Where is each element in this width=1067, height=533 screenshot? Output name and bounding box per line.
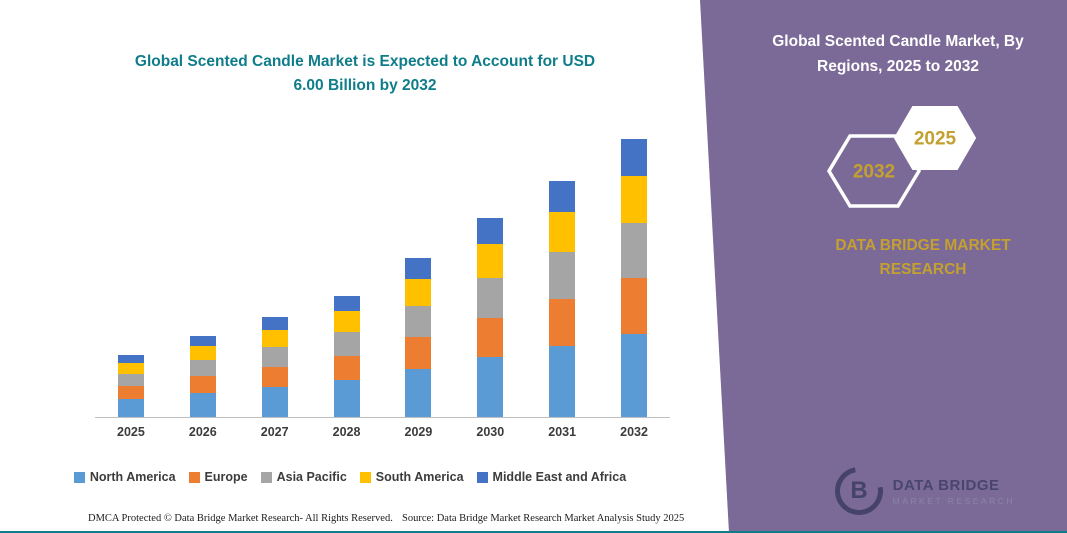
legend-label: Europe (204, 470, 248, 484)
bar-2032 (621, 139, 648, 417)
bar-segment-europe (477, 317, 504, 358)
legend-label: Asia Pacific (276, 470, 347, 484)
panel-title: Global Scented Candle Market, By Regions… (772, 33, 1024, 75)
bar-2026 (189, 335, 216, 417)
legend-swatch-icon (476, 471, 488, 483)
bar-segment-asia-pacific (549, 251, 576, 300)
chart-legend: North America Europe Asia Pacific South Ame… (0, 470, 700, 484)
bar-slot-2032 (598, 130, 670, 417)
bar-segment-europe (549, 299, 576, 347)
bar-2027 (261, 317, 288, 417)
bar-2028 (333, 295, 360, 417)
bar-segment-south-america (477, 243, 504, 278)
legend-item: Asia Pacific (260, 470, 347, 484)
bar-segment-asia-pacific (477, 277, 504, 318)
bar-slot-2030 (454, 130, 526, 417)
bar-segment-asia-pacific (621, 222, 648, 279)
bar-2025 (117, 355, 144, 417)
bottom-accent-rule (0, 530, 1067, 533)
bar-segment-north-america (189, 392, 216, 417)
logo-subtitle: MARKET RESEARCH (892, 495, 1015, 506)
legend-item: Middle East and Africa (476, 470, 627, 484)
bar-segment-middle-east-and-africa (621, 139, 648, 176)
bar-segment-north-america (477, 357, 504, 417)
bar-segment-asia-pacific (189, 360, 216, 377)
chart-title: Global Scented Candle Market is Expected… (134, 53, 596, 95)
copyright-text: DMCA Protected © Data Bridge Market Rese… (88, 513, 393, 524)
legend-swatch-icon (73, 471, 85, 483)
bar-slot-2025 (95, 130, 167, 417)
bar-segment-europe (261, 367, 288, 387)
hexagon-2032-label: 2032 (853, 162, 895, 183)
legend-item: South America (359, 470, 464, 484)
x-tick-2030: 2030 (476, 425, 505, 439)
logo-name: DATA BRIDGE (892, 476, 1000, 494)
bar-segment-middle-east-and-africa (117, 355, 144, 363)
bar-segment-asia-pacific (333, 332, 360, 357)
logo-ring-icon: B (825, 457, 893, 525)
bar-segment-south-america (333, 311, 360, 333)
bar-segment-middle-east-and-africa (549, 180, 576, 212)
legend-swatch-icon (359, 471, 371, 483)
bar-slot-2026 (167, 130, 239, 417)
legend-label: North America (89, 470, 176, 484)
bar-2031 (549, 180, 576, 417)
x-tick-2029: 2029 (404, 425, 433, 439)
bar-segment-asia-pacific (261, 347, 288, 368)
bar-segment-middle-east-and-africa (477, 218, 504, 244)
bar-segment-middle-east-and-africa (261, 317, 288, 331)
x-tick-2027: 2027 (260, 425, 289, 439)
legend-label: South America (375, 470, 464, 484)
bar-segment-europe (117, 386, 144, 399)
legend-item: North America (73, 470, 176, 484)
bar-segment-north-america (117, 398, 144, 417)
bar-segment-asia-pacific (405, 305, 432, 338)
bar-segment-south-america (117, 362, 144, 374)
x-tick-2031: 2031 (548, 425, 577, 439)
bar-segment-north-america (405, 369, 432, 417)
x-tick-2026: 2026 (188, 425, 217, 439)
logo-b-letter: B (849, 477, 868, 504)
bar-segment-south-america (621, 175, 648, 223)
bar-slot-2027 (239, 130, 311, 417)
hexagon-2025: 2025 (893, 106, 977, 170)
bar-segment-europe (333, 356, 360, 381)
data-bridge-logo: B DATA BRIDGE MARKET RESEARCH (825, 457, 1015, 525)
bar-2030 (477, 218, 504, 417)
bar-slot-2031 (526, 130, 598, 417)
bar-segment-south-america (405, 278, 432, 306)
x-tick-2032: 2032 (620, 425, 648, 439)
legend-swatch-icon (260, 471, 272, 483)
source-text: Source: Data Bridge Market Research Mark… (402, 513, 685, 524)
bar-segment-middle-east-and-africa (405, 257, 432, 279)
bar-segment-north-america (261, 386, 288, 417)
hexagon-2025-label: 2025 (914, 129, 957, 150)
bar-segment-south-america (549, 211, 576, 252)
bar-slot-2028 (311, 130, 383, 417)
bar-slot-2029 (383, 130, 455, 417)
bar-segment-asia-pacific (117, 373, 144, 386)
bar-segment-north-america (333, 380, 360, 417)
bar-segment-europe (621, 278, 648, 334)
legend-swatch-icon (188, 471, 200, 483)
bar-segment-europe (189, 376, 216, 393)
x-tick-2025: 2025 (117, 425, 145, 439)
bar-segment-middle-east-and-africa (189, 335, 216, 347)
bar-segment-south-america (189, 346, 216, 361)
bar-segment-south-america (261, 330, 288, 348)
x-axis-labels: 2025 2026 2027 2028 2029 2030 2031 2032 (95, 425, 670, 439)
bar-plot (95, 130, 670, 418)
x-tick-2028: 2028 (332, 425, 361, 439)
legend-label: Middle East and Africa (492, 470, 627, 484)
side-panel: Global Scented Candle Market, By Regions… (700, 0, 1067, 533)
legend-item: Europe (188, 470, 248, 484)
brand-text: DATA BRIDGE MARKET RESEARCH (835, 237, 1011, 279)
bar-2029 (405, 257, 432, 417)
bar-segment-north-america (621, 333, 648, 417)
bar-segment-europe (405, 337, 432, 370)
bar-segment-north-america (549, 346, 576, 417)
bar-segment-middle-east-and-africa (333, 295, 360, 312)
